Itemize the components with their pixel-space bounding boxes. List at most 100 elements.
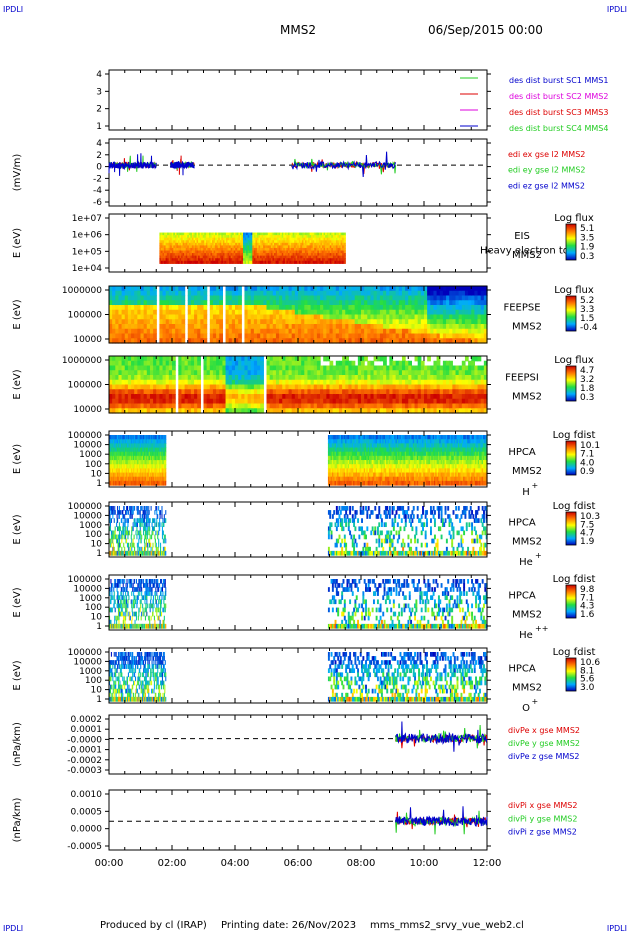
heatmap-cell: [159, 370, 164, 376]
heatmap-cell: [246, 235, 249, 239]
heatmap-cell: [252, 240, 255, 244]
heatmap-cell: [275, 365, 280, 371]
heatmap-cell: [328, 260, 331, 264]
heatmap-cell: [172, 389, 176, 395]
heatmap-cell: [436, 360, 441, 367]
heatmap-cell: [323, 324, 327, 330]
heatmap-cell: [361, 324, 365, 330]
heatmap-cell: [137, 309, 142, 316]
heatmap-cell: [326, 338, 331, 344]
heatmap-cell: [216, 365, 220, 371]
heatmap-cell: [228, 375, 233, 381]
heatmap-cell: [257, 398, 261, 405]
heatmap-cell: [229, 245, 232, 249]
heatmap-cell: [250, 295, 255, 301]
heatmap-cell: [260, 305, 264, 311]
footer-printing-date: Printing date: 26/Nov/2023: [221, 920, 356, 931]
heatmap-cell: [153, 333, 157, 339]
heatmap-cell: [212, 260, 215, 264]
heatmap-cell: [215, 237, 218, 241]
heatmap-cell: [318, 250, 322, 254]
heatmap-cell: [351, 384, 356, 390]
heatmap-cell: [228, 360, 233, 367]
heatmap-cell: [190, 290, 195, 297]
heatmap-cell: [373, 384, 378, 390]
heatmap-cell: [345, 314, 349, 320]
heatmap-cell: [411, 375, 416, 381]
heatmap-cell: [342, 300, 346, 306]
heatmap-cell: [337, 250, 340, 254]
heatmap-cell: [196, 247, 199, 252]
heatmap-cell: [442, 398, 447, 405]
heatmap-cell: [203, 338, 208, 344]
heatmap-cell: [253, 379, 258, 386]
heatmap-cell: [235, 240, 238, 244]
heatmap-cell: [471, 286, 475, 292]
heatmap-cell: [301, 240, 305, 244]
heatmap-cell: [411, 309, 416, 316]
heatmap-cell: [335, 408, 340, 414]
heatmap-cell: [335, 247, 339, 252]
heatmap-cell: [342, 250, 345, 254]
heatmap-cell: [386, 403, 390, 409]
heatmap-cell: [288, 365, 293, 371]
heatmap-cell: [266, 247, 269, 252]
heatmap-cell: [209, 286, 214, 292]
heatmap-cell: [288, 328, 293, 335]
heatmap-cell: [162, 255, 165, 259]
heatmap-cell: [288, 370, 293, 376]
heatmap-cell: [287, 247, 291, 252]
heatmap-cell: [442, 379, 447, 386]
heatmap-cell: [281, 240, 284, 244]
heatmap-cell: [212, 240, 215, 244]
heatmap-cell: [212, 403, 217, 409]
heatmap-cell: [188, 250, 191, 254]
heatmap-cell: [172, 360, 176, 367]
heatmap-cell: [274, 255, 277, 259]
heatmap-cell: [442, 324, 447, 330]
heatmap-cell: [342, 408, 346, 414]
heatmap-cell: [187, 232, 190, 236]
heatmap-cell: [255, 232, 258, 236]
heatmap-cell: [235, 247, 238, 252]
colorbar-title: Log flux: [554, 285, 594, 296]
heatmap-cell: [331, 232, 334, 236]
heatmap-cell: [165, 286, 170, 292]
heatmap-cell: [379, 324, 384, 330]
heatmap-cell: [294, 295, 299, 301]
heatmap-cell: [275, 245, 278, 249]
heatmap-cell: [348, 305, 353, 311]
heatmap-cell: [279, 300, 283, 306]
heatmap-cell: [190, 319, 195, 325]
heatmap-cell: [446, 389, 450, 395]
heatmap-cell: [455, 309, 460, 316]
heatmap-cell: [303, 237, 306, 241]
heatmap-cell: [285, 356, 290, 362]
heatmap-cell: [190, 328, 195, 335]
heatmap-cell: [411, 333, 416, 339]
heatmap-cell: [224, 232, 227, 236]
heatmap-cell: [170, 255, 173, 259]
heatmap-cell: [379, 319, 384, 325]
heatmap-cell: [314, 253, 317, 257]
heatmap-cell: [427, 300, 431, 306]
heatmap-cell: [115, 333, 120, 339]
heatmap-cell: [348, 300, 353, 306]
heatmap-cell: [383, 290, 387, 297]
heatmap-cell: [235, 370, 239, 376]
heatmap-cell: [275, 250, 278, 254]
heatmap-cell: [323, 314, 327, 320]
heatmap-cell: [263, 255, 266, 259]
heatmap-cell: [167, 260, 170, 264]
heatmap-cell: [238, 250, 241, 254]
heatmap-cell: [227, 253, 230, 257]
heatmap-cell: [474, 338, 479, 344]
heatmap-cell: [452, 375, 457, 381]
heatmap-cell: [162, 258, 165, 262]
heatmap-cell: [461, 309, 466, 316]
heatmap-cell: [209, 360, 214, 367]
heatmap-cell: [187, 324, 192, 330]
heatmap-cell: [340, 235, 343, 239]
heatmap-cell: [124, 295, 129, 301]
heatmap-cell: [304, 255, 308, 259]
